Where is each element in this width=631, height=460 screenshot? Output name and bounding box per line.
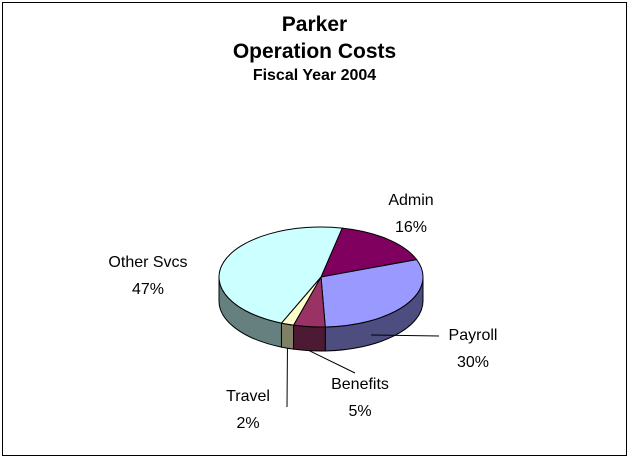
pie-side-benefits	[293, 324, 326, 352]
pie-chart: Admin 16% Payroll 30% Benefits 5% Travel…	[108, 192, 498, 432]
pie-tops	[218, 226, 424, 328]
slice-label-payroll-percent: 30%	[457, 354, 489, 371]
pie-slice-other-svcs	[218, 226, 343, 324]
chart-frame: Parker Operation Costs Fiscal Year 2004 …	[2, 2, 627, 456]
chart-title: Parker	[281, 13, 348, 36]
pie-slice-payroll	[320, 259, 424, 328]
chart-title-line-2: Operation Costs	[232, 40, 397, 63]
slice-label-admin-percent: 16%	[395, 219, 427, 236]
slice-label-payroll-name: Payroll	[449, 327, 498, 344]
slice-label-admin-name: Admin	[388, 192, 433, 209]
pie-slice-admin	[320, 227, 418, 278]
slice-label-benefits-percent: 5%	[348, 403, 371, 420]
chart-subtitle: Fiscal Year 2004	[252, 67, 377, 84]
slice-label-travel-percent: 2%	[236, 415, 259, 432]
slice-label-benefits-name: Benefits	[331, 376, 389, 393]
slice-label-travel-name: Travel	[226, 388, 270, 405]
leader-lines	[286, 334, 440, 408]
pie-side-travel	[280, 322, 295, 350]
slice-label-other-svcs-name: Other Svcs	[108, 254, 187, 271]
leader-line-benefits	[309, 350, 356, 374]
leader-line-payroll	[371, 334, 440, 337]
slice-label-other-svcs-percent: 47%	[132, 281, 164, 298]
